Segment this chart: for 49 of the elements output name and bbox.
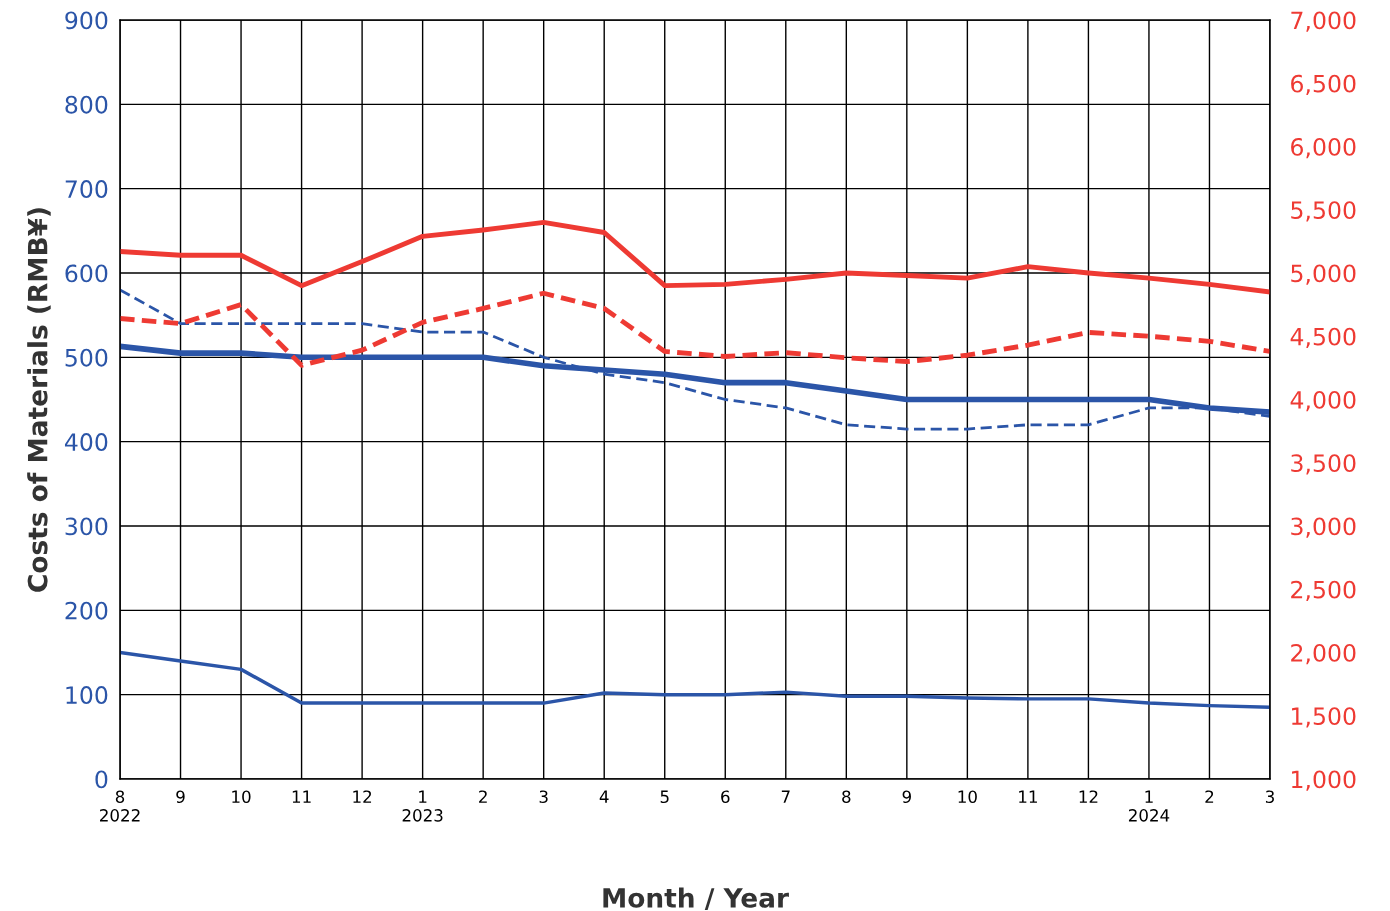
x-tick-label: 5 <box>660 790 669 804</box>
x-tick-label: 8 <box>842 790 851 804</box>
y-tick-label: 500 <box>65 348 108 367</box>
x-tick-label: 8 2022 <box>100 790 140 822</box>
x-tick-label: 6 <box>721 790 730 804</box>
line-series <box>120 650 1270 710</box>
line-series <box>120 290 1270 368</box>
x-tick-label: 12 <box>1079 790 1098 803</box>
y2-tick-label: 2,500 <box>1291 580 1356 601</box>
y-tick-label: 0 <box>95 770 108 789</box>
x-tick-label: 9 <box>902 790 911 804</box>
y-tick-label: 700 <box>65 180 108 198</box>
x-tick-label: 11 <box>1019 790 1037 803</box>
x-tick-label: 2 <box>479 790 487 803</box>
y-tick-label: 900 <box>65 11 108 30</box>
y-tick-label: 100 <box>66 686 108 704</box>
y2-tick-label: 3,500 <box>1291 454 1356 475</box>
y2-tick-label: 5,500 <box>1291 201 1356 222</box>
y2-tick-label: 6,500 <box>1291 74 1356 95</box>
y2-tick-label: 1,000 <box>1292 770 1356 791</box>
y2-tick-label: 3,000 <box>1291 517 1356 538</box>
line-series <box>120 288 1270 431</box>
x-tick-label: 12 <box>353 790 372 803</box>
x-tick-label: 11 <box>292 790 311 803</box>
y2-tick-label: 6,000 <box>1291 137 1356 159</box>
y2-tick-label: 2,000 <box>1291 643 1356 665</box>
y2-tick-label: 7,000 <box>1291 11 1356 32</box>
y-tick-label: 800 <box>65 95 108 114</box>
line-series <box>120 219 1270 295</box>
x-tick-label: 7 <box>781 790 790 803</box>
y-axis-title: Costs of Materials (RMB¥) <box>27 208 51 592</box>
x-tick-label: 1 2023 <box>402 790 443 822</box>
x-tick-label: 3 <box>539 790 548 804</box>
y-tick-label: 300 <box>65 517 108 536</box>
x-tick-label: 10 <box>958 790 977 804</box>
y2-tick-label: 4,000 <box>1290 390 1356 412</box>
x-tick-label: 4 <box>599 790 609 803</box>
x-tick-label: 3 <box>1265 790 1274 804</box>
x-tick-label: 10 <box>232 790 251 804</box>
x-tick-label: 9 <box>176 790 185 804</box>
y2-tick-label: 1,500 <box>1292 707 1356 728</box>
y2-tick-label: 5,000 <box>1291 264 1356 285</box>
x-tick-label: 2 <box>1205 790 1214 803</box>
y-tick-label: 400 <box>64 433 108 451</box>
x-tick-label: 1 2024 <box>1128 790 1170 822</box>
y2-tick-label: 4,500 <box>1290 327 1356 348</box>
y-tick-label: 200 <box>65 601 108 620</box>
x-axis-title: Month / Year <box>603 887 789 910</box>
y-tick-label: 600 <box>65 264 108 283</box>
